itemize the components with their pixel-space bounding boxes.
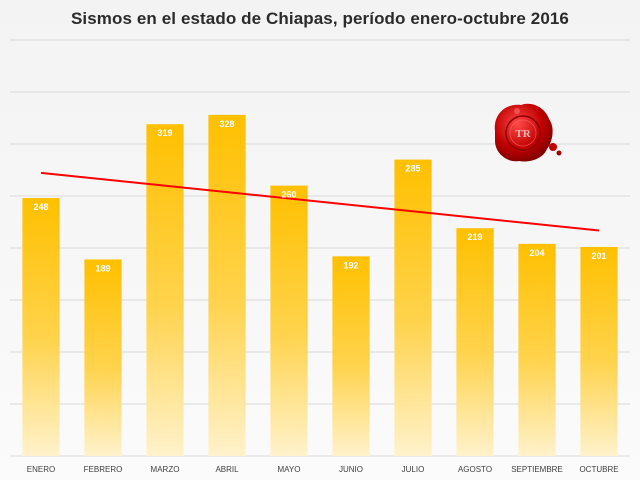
seal-text: TR <box>515 128 531 140</box>
data-label: 260 <box>281 190 296 200</box>
category-label: JULIO <box>402 465 425 474</box>
bars <box>22 114 618 457</box>
bar-julio <box>394 159 432 456</box>
category-label: SEPTIEMBRE <box>511 465 563 474</box>
bar-abril <box>208 114 246 456</box>
data-label: 201 <box>591 251 606 261</box>
data-label: 204 <box>529 248 544 258</box>
trendline <box>40 171 600 232</box>
bar-febrero <box>84 259 122 456</box>
data-label: 192 <box>343 260 358 270</box>
data-label: 285 <box>405 164 420 174</box>
bar-octubre <box>580 246 618 456</box>
category-label: OCTUBRE <box>579 465 618 474</box>
chart-title: Sismos en el estado de Chiapas, período … <box>70 9 569 28</box>
data-label: 248 <box>33 202 48 212</box>
labels: 248 ENERO 189 FEBRERO 319 MARZO 328 ABRIL 260 MAY… <box>27 119 619 474</box>
category-label: AGOSTO <box>458 465 492 474</box>
category-label: FEBRERO <box>84 465 123 474</box>
bar-enero <box>22 198 60 456</box>
category-label: MAYO <box>278 465 301 474</box>
bar-marzo <box>146 124 184 457</box>
bar-agosto <box>456 228 494 456</box>
category-label: JUNIO <box>339 465 363 474</box>
data-label: 219 <box>467 232 482 242</box>
bar-mayo <box>270 185 308 456</box>
data-label: 189 <box>95 263 110 273</box>
category-label: ABRIL <box>215 465 239 474</box>
bar-septiembre <box>518 243 556 456</box>
wax-seal-icon: TR <box>494 103 562 162</box>
trendline-layer <box>40 171 600 232</box>
bar-junio <box>332 256 370 456</box>
category-label: ENERO <box>27 465 55 474</box>
data-label: 328 <box>219 119 234 129</box>
data-label: 319 <box>157 128 172 138</box>
category-label: MARZO <box>151 465 180 474</box>
